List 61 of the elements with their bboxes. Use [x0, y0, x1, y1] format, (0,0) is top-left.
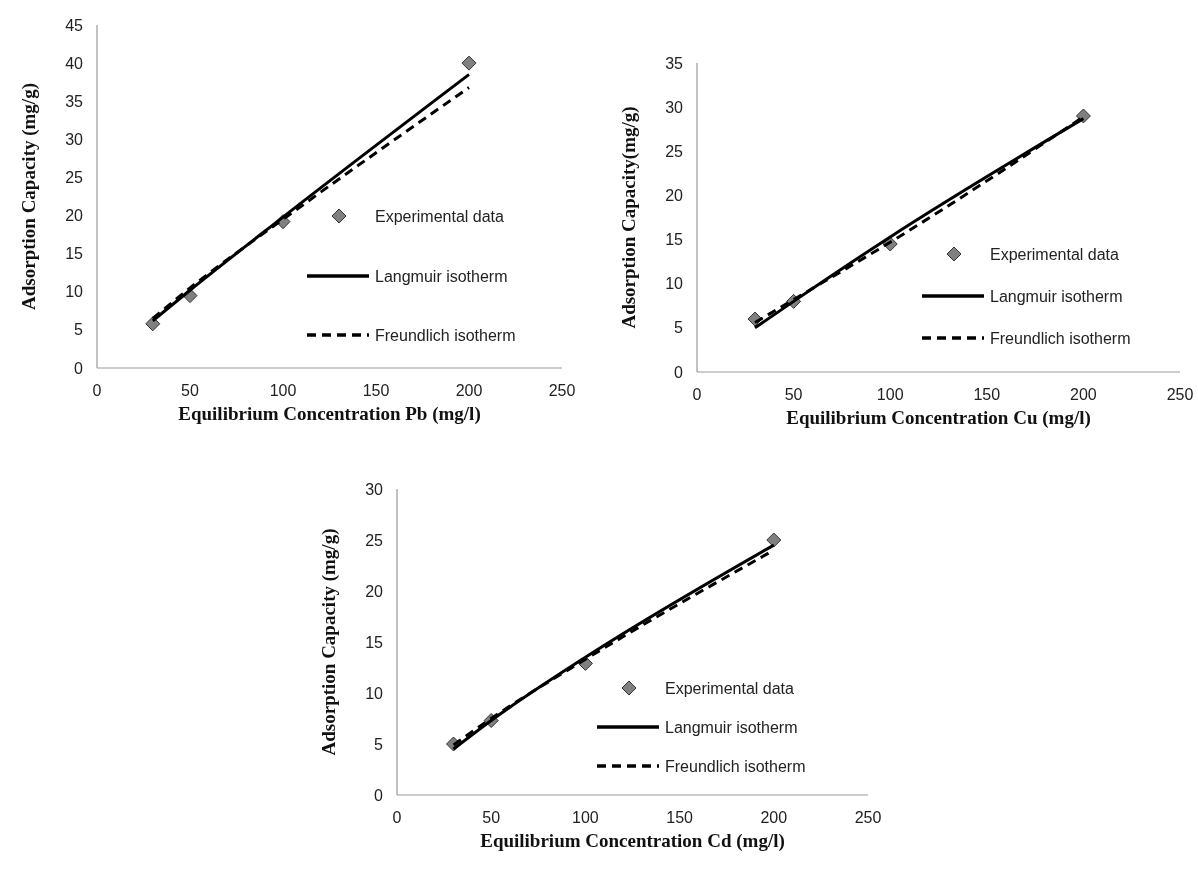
x-tick-label: 0 — [692, 386, 702, 403]
x-tick-label: 100 — [269, 382, 297, 399]
point — [145, 316, 161, 332]
legend-label: Experimental data — [375, 207, 505, 225]
y-tick-label: 35 — [665, 54, 684, 72]
y-tick-label: 5 — [374, 735, 384, 753]
point — [766, 532, 782, 548]
x-tick-label: 50 — [784, 386, 803, 403]
y-tick-label: 10 — [365, 684, 384, 702]
x-tick-label: 200 — [1070, 386, 1097, 403]
x-tick-label: 50 — [181, 382, 199, 399]
y-tick-label: 15 — [665, 231, 684, 249]
x-tick-label: 150 — [973, 386, 1001, 403]
x-tick-label: 200 — [455, 382, 483, 399]
y-tick-label: 5 — [74, 321, 84, 339]
x-tick-label: 250 — [854, 809, 882, 826]
legend-label: Langmuir isotherm — [375, 267, 508, 285]
x-tick-label: 0 — [392, 809, 402, 826]
y-tick-label: 15 — [365, 633, 384, 651]
y-tick-label: 20 — [65, 207, 84, 225]
x-tick-label: 100 — [876, 386, 904, 403]
x-axis-title: Equilibrium Concentration Cu (mg/l) — [786, 407, 1091, 429]
y-axis-title: Adsorption Capacity(mg/g) — [618, 106, 640, 329]
legend-label: Freundlich isotherm — [665, 757, 806, 775]
y-tick-label: 25 — [365, 531, 384, 549]
y-tick-label: 20 — [665, 187, 684, 205]
x-tick-label: 250 — [1166, 386, 1194, 403]
legend-label: Freundlich isotherm — [375, 326, 516, 344]
y-tick-label: 30 — [665, 98, 684, 116]
x-tick-label: 250 — [548, 382, 576, 399]
y-tick-label: 5 — [674, 319, 684, 337]
x-tick-label: 200 — [760, 809, 788, 826]
y-tick-label: 20 — [365, 582, 384, 600]
y-tick-label: 35 — [65, 92, 84, 110]
x-tick-label: 100 — [572, 809, 599, 826]
y-axis-title: Adsorption Capacity (mg/g) — [18, 83, 40, 310]
y-tick-label: 0 — [674, 363, 684, 381]
legend-label: Freundlich isotherm — [990, 329, 1131, 347]
point — [461, 55, 477, 71]
legend-label: Langmuir isotherm — [990, 287, 1123, 305]
y-tick-label: 0 — [374, 786, 384, 804]
y-tick-label: 45 — [65, 16, 84, 34]
y-tick-label: 0 — [74, 359, 84, 377]
y-tick-label: 30 — [65, 130, 84, 148]
x-axis-title: Equilibrium Concentration Cd (mg/l) — [480, 830, 785, 852]
x-axis-title: Equilibrium Concentration Pb (mg/l) — [178, 403, 481, 425]
y-tick-label: 25 — [65, 169, 84, 187]
y-axis-title: Adsorption Capacity (mg/g) — [318, 528, 340, 756]
y-tick-label: 30 — [365, 480, 384, 498]
x-tick-label: 50 — [482, 809, 501, 826]
x-tick-label: 0 — [92, 382, 102, 399]
y-tick-label: 40 — [65, 54, 84, 72]
y-tick-label: 25 — [665, 142, 684, 160]
legend-label: Experimental data — [665, 679, 795, 697]
x-tick-label: 150 — [362, 382, 390, 399]
legend-label: Langmuir isotherm — [665, 718, 798, 736]
y-tick-label: 15 — [65, 245, 84, 263]
x-tick-label: 150 — [666, 809, 694, 826]
legend-label: Experimental data — [990, 245, 1120, 263]
y-tick-label: 10 — [65, 283, 84, 301]
y-tick-label: 10 — [665, 275, 684, 293]
